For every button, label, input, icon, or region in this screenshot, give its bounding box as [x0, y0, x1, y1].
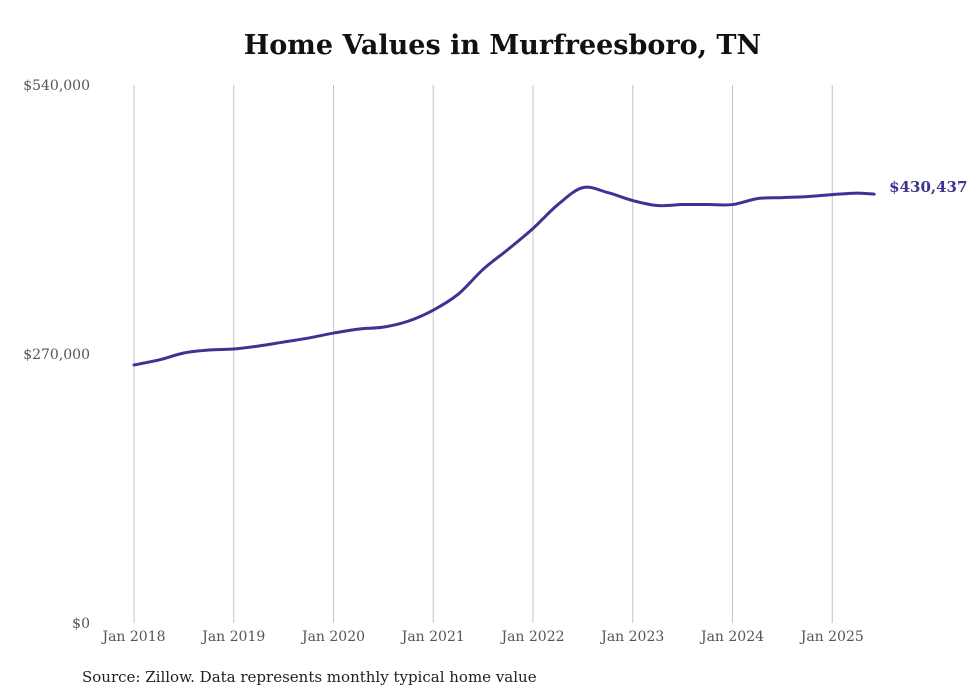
x-tick-label: Jan 2018	[100, 629, 165, 645]
x-tick-label: Jan 2020	[300, 629, 365, 645]
x-tick-label: Jan 2022	[499, 629, 564, 645]
y-tick-label: $540,000	[23, 78, 90, 94]
x-tick-label: Jan 2023	[599, 629, 664, 645]
y-tick-label: $270,000	[23, 347, 90, 363]
x-tick-label: Jan 2021	[400, 629, 465, 645]
x-tick-label: Jan 2019	[200, 629, 265, 645]
x-tick-label: Jan 2024	[699, 629, 764, 645]
x-tick-label: Jan 2025	[799, 629, 864, 645]
home-value-line	[132, 185, 876, 367]
source-note: Source: Zillow. Data represents monthly …	[82, 668, 537, 686]
chart-title: Home Values in Murfreesboro, TN	[243, 30, 762, 61]
end-value-label: $430,437	[889, 178, 967, 196]
y-tick-label: $0	[72, 616, 90, 632]
